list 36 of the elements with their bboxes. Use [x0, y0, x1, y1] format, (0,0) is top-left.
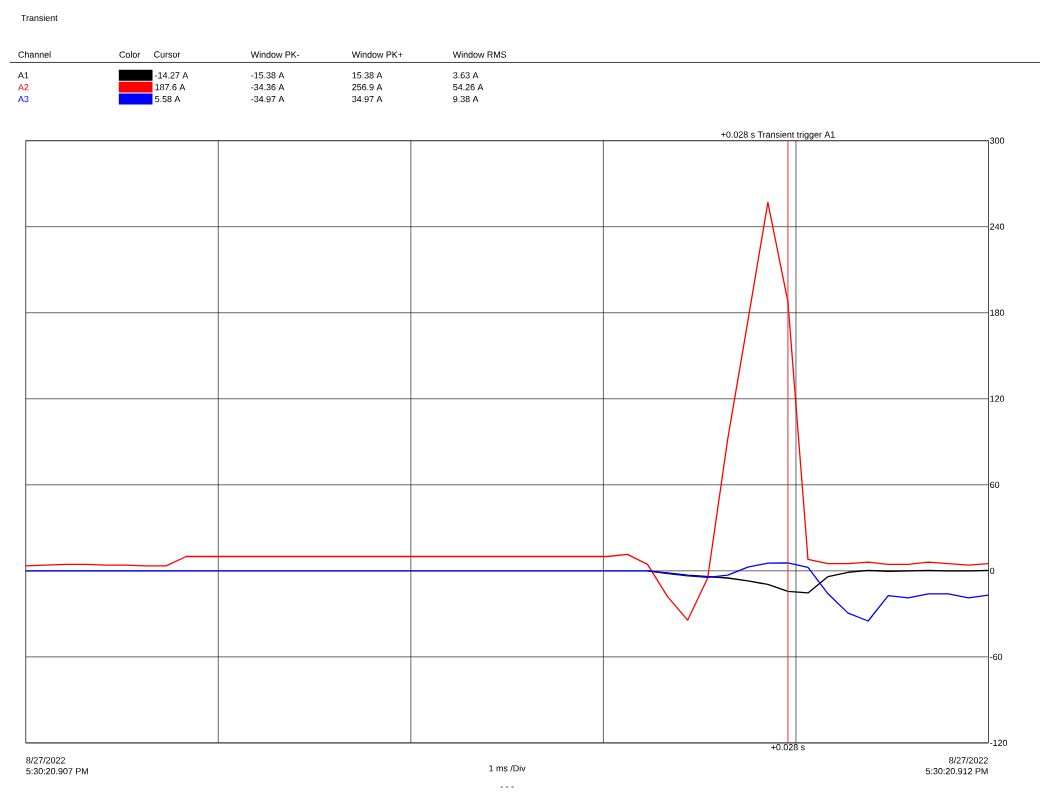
- text: 9.38 A: [453, 95, 479, 103]
- text: 8/27/2022 5:30:20.912 PM: [925, 756, 988, 775]
- x-tick-label: +0.028 s: [771, 743, 805, 751]
- text: -14.27 A: [155, 72, 189, 79]
- y-tick-label: -60: [990, 653, 1003, 660]
- y-tick-label: 60: [990, 481, 1000, 488]
- text: 15.38 A: [352, 71, 383, 79]
- text: 3.63 A: [453, 71, 479, 79]
- y-tick-label: -120: [990, 739, 1008, 746]
- text: 5.58 A: [155, 95, 181, 103]
- y-tick-label: 180: [990, 309, 1005, 316]
- ref-line-label: +0.028 s Transient trigger A1: [721, 131, 835, 140]
- text: 34.97 A: [352, 95, 383, 103]
- text: -34.36 A: [251, 83, 285, 91]
- y-tick-label: 300: [990, 137, 1005, 144]
- text: Window PK-: [250, 51, 300, 58]
- text: Channel: [18, 51, 51, 58]
- text: 8/27/2022 5:30:20.907 PM: [26, 756, 88, 775]
- text: -15.38 A: [251, 71, 285, 79]
- y-tick-label: 0: [990, 567, 995, 574]
- text: Window PK+: [351, 51, 403, 58]
- text: 54.26 A: [453, 83, 484, 91]
- text: - - -: [500, 786, 514, 788]
- x-axis-title: 1 ms /Div: [489, 764, 526, 772]
- text: Window RMS: [452, 51, 507, 58]
- text: A1: [18, 72, 29, 79]
- text: -34.97 A: [251, 95, 285, 103]
- text: A3: [18, 95, 29, 103]
- text: 256.9 A: [352, 83, 383, 91]
- y-tick-label: 120: [990, 395, 1005, 402]
- text: Cursor: [154, 51, 181, 58]
- chart-title: Transient: [21, 14, 58, 21]
- text: A2: [18, 83, 29, 91]
- text: Color: [119, 51, 141, 58]
- y-tick-label: 240: [990, 223, 1005, 230]
- text: 187.6 A: [155, 83, 186, 91]
